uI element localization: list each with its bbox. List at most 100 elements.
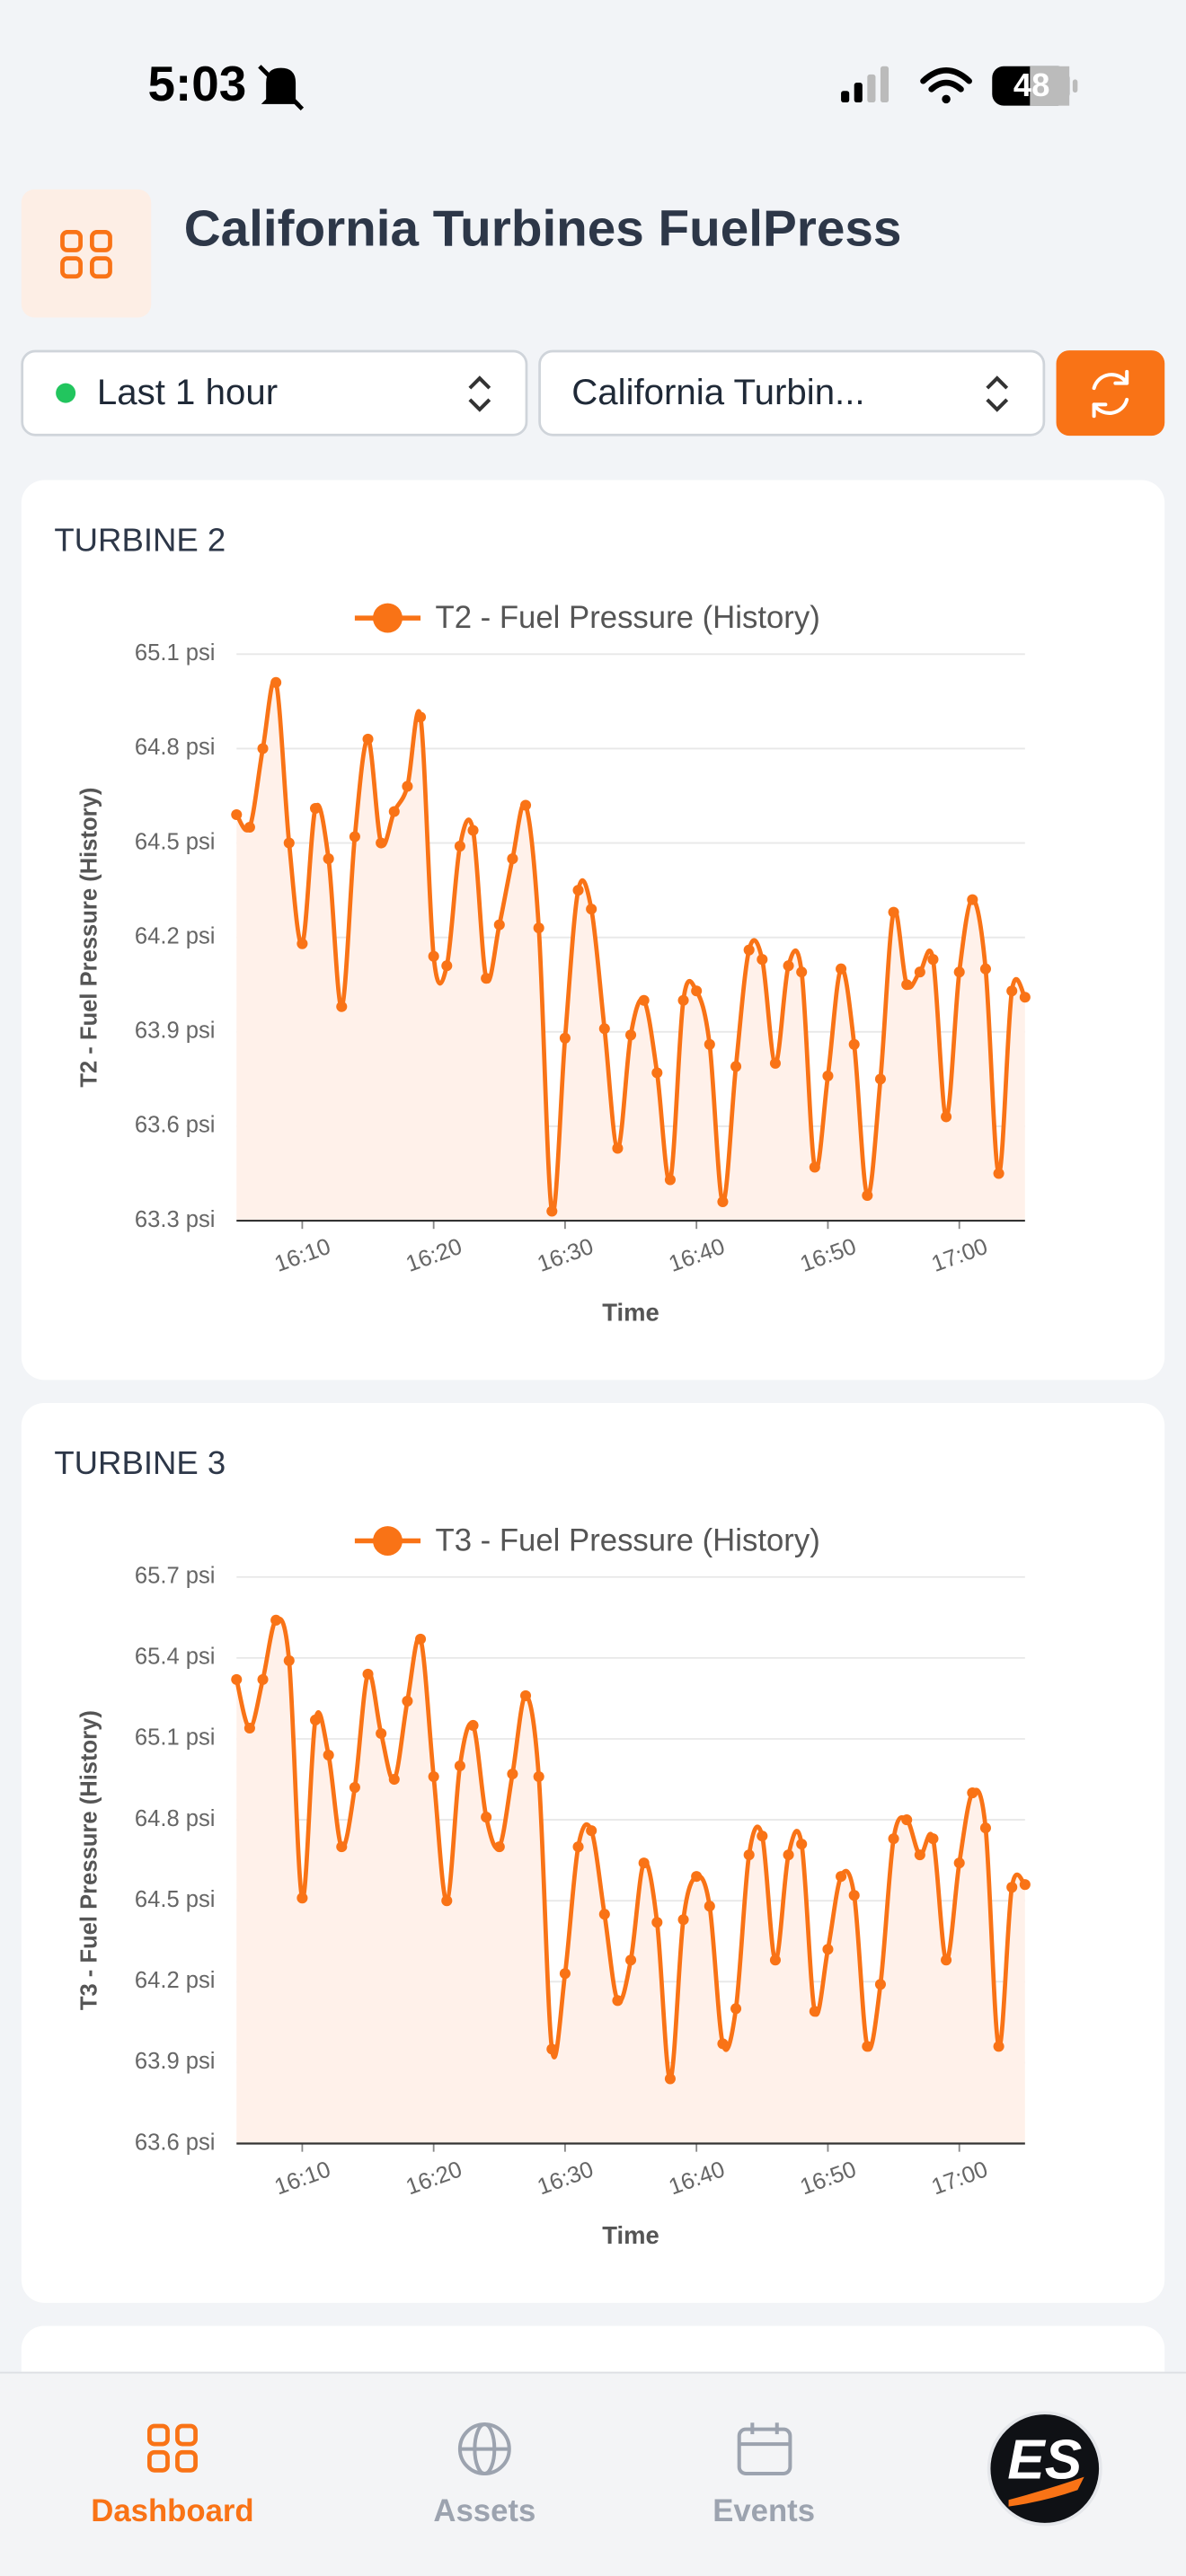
point bbox=[441, 1895, 453, 1907]
point bbox=[717, 1195, 729, 1208]
y-tick-label: 64.5 psi bbox=[135, 1887, 216, 1912]
point bbox=[598, 1023, 610, 1035]
point bbox=[730, 2003, 742, 2015]
point bbox=[822, 1944, 834, 1955]
point bbox=[993, 1168, 1005, 1179]
point bbox=[362, 1668, 374, 1680]
point bbox=[730, 1061, 742, 1072]
point bbox=[376, 837, 387, 849]
point bbox=[572, 1841, 584, 1853]
legend-label: T3 - Fuel Pressure (History) bbox=[435, 1524, 819, 1558]
point bbox=[520, 1689, 532, 1701]
point bbox=[848, 1038, 860, 1050]
y-tick-label: 64.2 psi bbox=[135, 923, 216, 948]
point bbox=[809, 2006, 820, 2017]
point bbox=[520, 799, 532, 811]
point bbox=[862, 2041, 873, 2052]
profile-logo[interactable]: ES bbox=[987, 2411, 1102, 2527]
point bbox=[625, 1954, 637, 1966]
point bbox=[441, 960, 453, 972]
point bbox=[428, 950, 439, 962]
point bbox=[612, 1142, 624, 1154]
point bbox=[428, 1771, 439, 1783]
point bbox=[612, 1995, 624, 2007]
nav-label: Events bbox=[712, 2494, 815, 2528]
chart-title: TURBINE 3 bbox=[54, 1444, 226, 1481]
legend-marker bbox=[373, 1526, 403, 1557]
legend-marker bbox=[373, 603, 403, 633]
point bbox=[323, 853, 334, 865]
x-axis-label: Time bbox=[602, 2221, 659, 2249]
y-tick-label: 64.5 psi bbox=[135, 829, 216, 854]
status-time: 5:03 bbox=[148, 56, 247, 111]
y-tick-label: 65.7 psi bbox=[135, 1564, 216, 1589]
point bbox=[941, 1954, 952, 1966]
point bbox=[533, 922, 544, 934]
point bbox=[927, 1833, 939, 1845]
nav-events[interactable]: Events bbox=[712, 2422, 815, 2528]
point bbox=[743, 1849, 755, 1861]
refresh-button[interactable] bbox=[1056, 350, 1165, 437]
point bbox=[309, 1714, 322, 1725]
point bbox=[664, 2073, 676, 2085]
area bbox=[236, 1619, 1025, 2144]
site-select[interactable]: California Turbin... bbox=[538, 349, 1046, 437]
point bbox=[888, 906, 899, 918]
point bbox=[507, 853, 518, 865]
point bbox=[901, 979, 913, 991]
battery-icon: 48 bbox=[992, 66, 1078, 106]
point bbox=[270, 1614, 282, 1626]
point bbox=[783, 960, 794, 972]
nav-assets[interactable]: Assets bbox=[433, 2422, 535, 2528]
time-range-select[interactable]: Last 1 hour bbox=[21, 349, 528, 437]
point bbox=[243, 821, 255, 834]
point bbox=[415, 711, 427, 723]
point bbox=[691, 1871, 703, 1883]
point bbox=[638, 1857, 650, 1869]
y-tick-label: 63.6 psi bbox=[135, 1113, 216, 1138]
point bbox=[572, 885, 584, 896]
point bbox=[493, 919, 505, 931]
point bbox=[796, 966, 808, 978]
point bbox=[769, 1057, 781, 1069]
point bbox=[704, 1038, 715, 1050]
point bbox=[757, 954, 768, 966]
point bbox=[349, 831, 360, 842]
point bbox=[651, 1917, 663, 1928]
y-tick-label: 63.9 psi bbox=[135, 1019, 216, 1044]
point bbox=[625, 1029, 637, 1041]
point bbox=[967, 1787, 978, 1799]
nav-dashboard[interactable]: Dashboard bbox=[91, 2423, 254, 2528]
y-tick-label: 64.2 psi bbox=[135, 1968, 216, 1993]
point bbox=[914, 966, 925, 978]
point bbox=[638, 994, 650, 1006]
y-tick-label: 64.8 psi bbox=[135, 735, 216, 760]
signal-icon bbox=[841, 66, 890, 102]
point bbox=[888, 1833, 899, 1845]
chart-title: TURBINE 2 bbox=[54, 522, 226, 559]
point bbox=[586, 1825, 597, 1837]
point bbox=[454, 841, 465, 852]
point bbox=[467, 1719, 479, 1732]
point bbox=[979, 1822, 991, 1834]
point bbox=[1006, 985, 1018, 997]
point bbox=[717, 2038, 729, 2050]
point bbox=[914, 1849, 925, 1861]
x-axis-label: Time bbox=[602, 1299, 659, 1327]
nav-label: Dashboard bbox=[91, 2494, 253, 2528]
point bbox=[559, 1968, 571, 1980]
point bbox=[257, 1673, 269, 1685]
y-axis-label: T2 - Fuel Pressure (History) bbox=[76, 788, 102, 1088]
point bbox=[257, 743, 269, 754]
point bbox=[309, 802, 322, 815]
point bbox=[704, 1901, 715, 1912]
point bbox=[901, 1814, 913, 1826]
point bbox=[481, 1812, 492, 1823]
y-tick-label: 63.9 psi bbox=[135, 2049, 216, 2074]
point bbox=[691, 985, 703, 997]
point bbox=[769, 1954, 781, 1966]
point bbox=[677, 1914, 689, 1926]
point bbox=[507, 1768, 518, 1780]
point bbox=[822, 1070, 834, 1081]
